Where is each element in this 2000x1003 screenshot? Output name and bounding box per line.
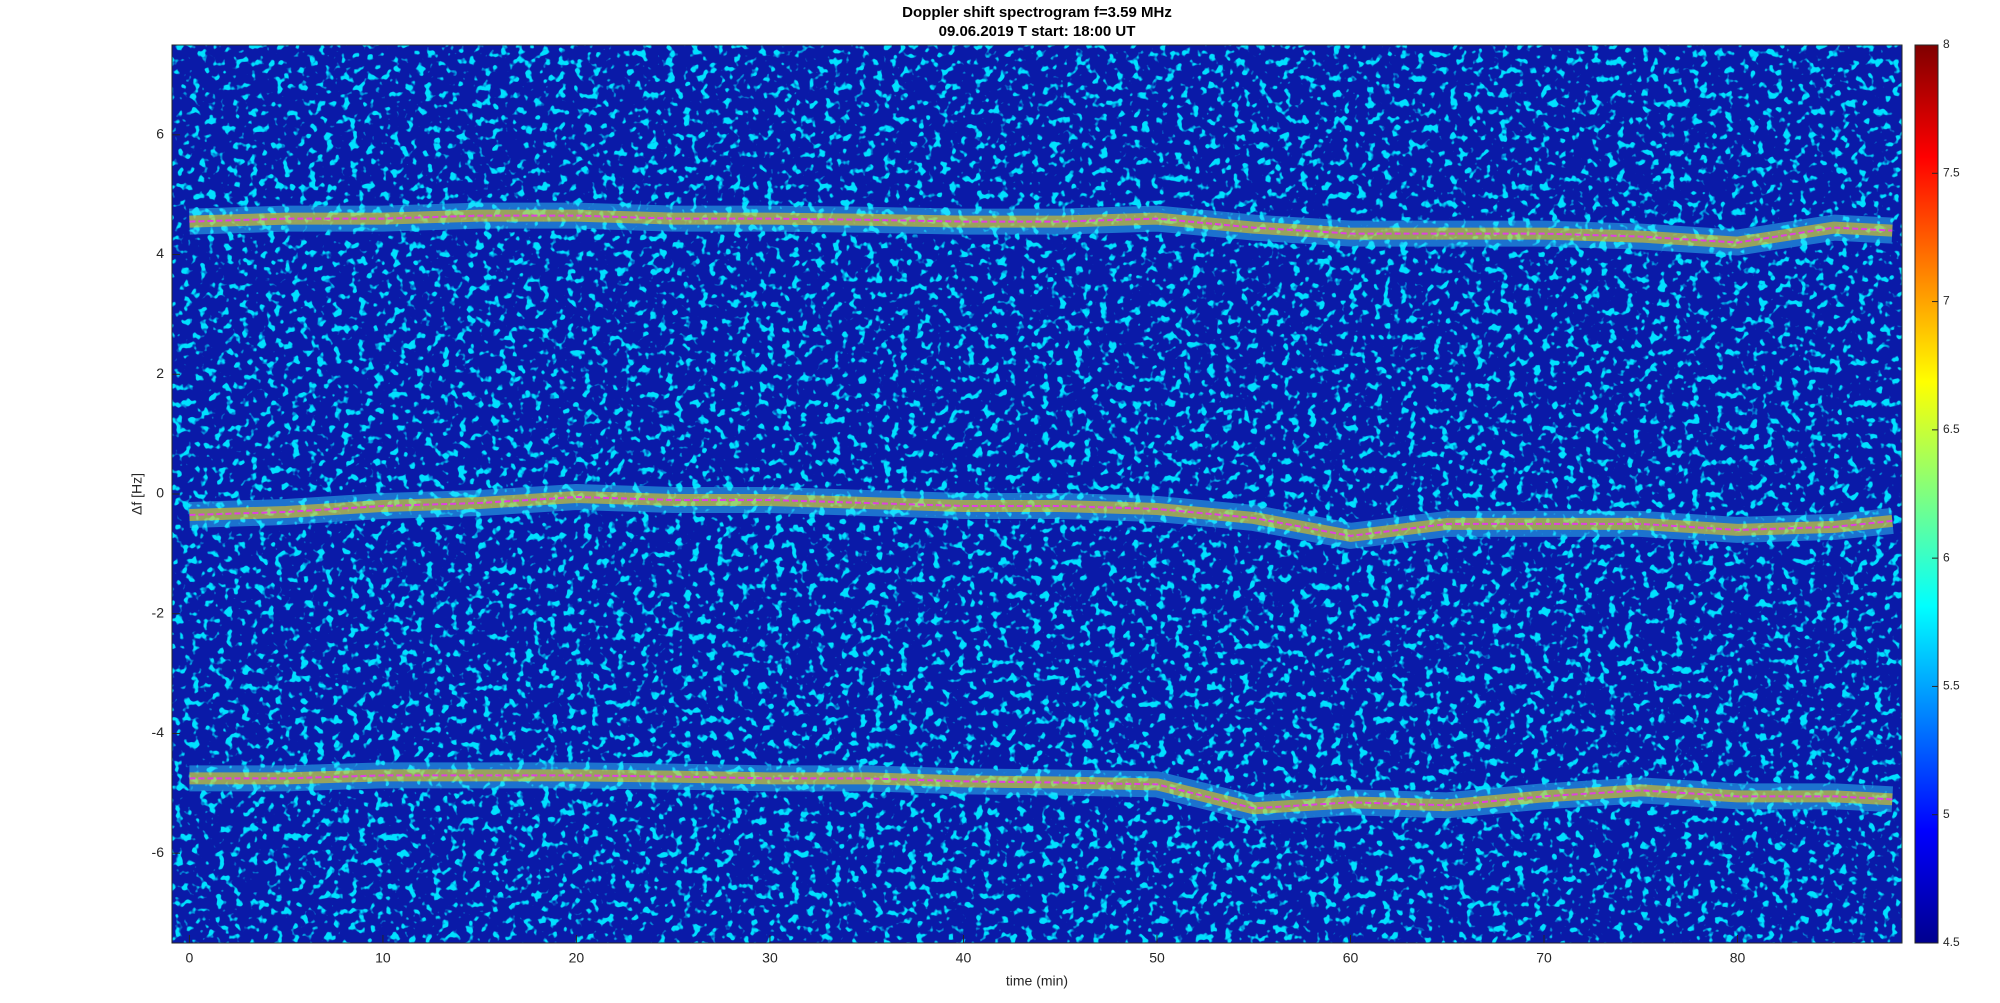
x-tick-label: 80 [1730,950,1746,966]
chart-subtitle: 09.06.2019 T start: 18:00 UT [939,23,1136,40]
y-tick-label: -6 [152,844,165,860]
x-tick-label: 0 [186,950,194,966]
colorbar-tick-label: 7.5 [1943,165,1960,179]
y-tick-label: 2 [156,365,164,381]
y-tick-label: 4 [156,245,164,261]
trace-line [189,214,1893,244]
y-tick-label: -2 [152,604,165,620]
x-axis-label: time (min) [1006,973,1068,989]
colorbar-tick-label: 5.5 [1943,679,1960,693]
y-tick-label: -4 [152,724,165,740]
x-tick-label: 70 [1536,950,1552,966]
colorbar-tick-label: 7 [1943,294,1950,308]
trace-line [189,774,1893,810]
colorbar [1914,44,1939,944]
y-axis-label: Δf [Hz] [129,473,145,515]
y-tick-label: 6 [156,126,164,142]
y-tick-label: 0 [156,485,164,501]
colorbar-tick-label: 5 [1943,807,1950,821]
chart-title: Doppler shift spectrogram f=3.59 MHz [902,4,1172,21]
x-tick-label: 30 [762,950,778,966]
trace-line [189,495,1893,537]
plot-area [189,202,1894,822]
x-tick-label: 60 [1343,950,1359,966]
colorbar-tick-label: 4.5 [1943,935,1960,949]
colorbar-tick-label: 8 [1943,37,1950,51]
x-tick-label: 10 [375,950,391,966]
colorbar-tick-label: 6 [1943,550,1950,564]
x-tick-label: 20 [569,950,585,966]
colorbar-tick-label: 6.5 [1943,422,1960,436]
x-tick-label: 40 [956,950,972,966]
x-tick-label: 50 [1149,950,1165,966]
